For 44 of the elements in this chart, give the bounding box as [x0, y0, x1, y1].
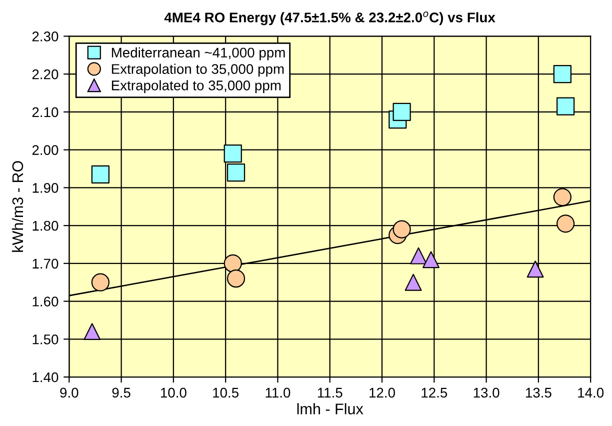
x-tick-label: 13.0: [474, 388, 500, 398]
x-tick-label: 12.0: [370, 388, 395, 398]
y-tick-label: 1.50: [32, 334, 58, 344]
point: [556, 97, 575, 116]
legend-label: Extrapolated to 35,000 ppm: [112, 80, 281, 94]
legend-label: Mediterranean ~41,000 ppm: [112, 47, 285, 60]
y-axis-title: kWh/m3 - RO: [12, 161, 24, 252]
y-tick-label: 1.80: [32, 220, 58, 231]
point: [404, 274, 422, 291]
y-tick-label: 1.70: [32, 258, 58, 269]
point: [91, 165, 110, 184]
y-tick-label: 1.60: [32, 296, 58, 306]
point: [226, 269, 246, 288]
point: [91, 273, 110, 292]
x-tick-label: 9.0: [60, 388, 78, 398]
point: [553, 65, 572, 84]
point: [526, 260, 544, 278]
y-tick-label: 1.90: [32, 183, 58, 193]
point: [84, 323, 101, 340]
point: [392, 220, 411, 238]
y-tick-label: 2.30: [32, 32, 58, 42]
point: [422, 251, 440, 268]
x-tick-label: 10.5: [213, 388, 239, 398]
point: [410, 247, 427, 264]
point: [224, 254, 242, 272]
point: [553, 188, 572, 206]
y-tick-label: 1.40: [32, 372, 58, 382]
x-tick-label: 10.0: [160, 388, 186, 398]
x-tick-label: 11.5: [318, 388, 342, 398]
point: [556, 214, 575, 233]
x-tick-label: 14.0: [578, 388, 604, 398]
y-tick-label: 2.10: [32, 107, 58, 118]
x-tick-label: 9.5: [112, 388, 130, 398]
point: [226, 163, 246, 182]
point: [392, 102, 411, 122]
chart-title: 4ME4 RO Energy (47.5±1.5% & 23.2±2.0$^{o}$C) vs Flux: [164, 11, 496, 26]
x-tick-label: 11.0: [266, 388, 290, 398]
legend-label: Extrapolation to 35,000 ppm: [112, 64, 284, 77]
y-tick-label: 2.00: [32, 145, 58, 155]
point: [224, 144, 242, 163]
x-tick-label: 12.5: [422, 388, 448, 398]
y-tick-label: 2.20: [32, 69, 58, 80]
x-axis-title: lmh - Flux: [297, 403, 364, 414]
x-tick-label: 13.5: [526, 388, 552, 398]
